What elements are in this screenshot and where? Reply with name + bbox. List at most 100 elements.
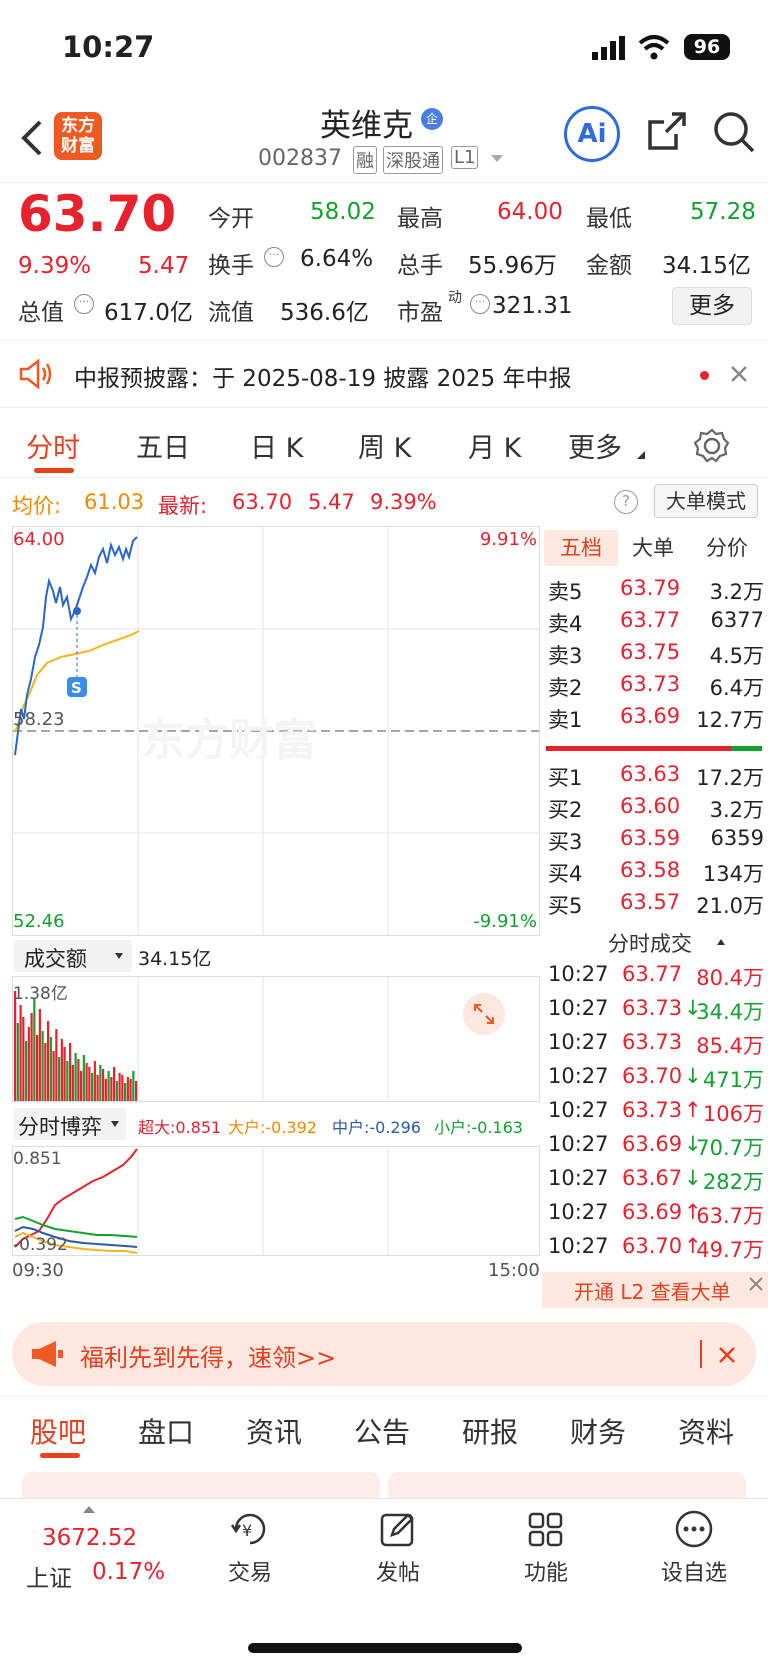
- large-flow: 大户:-0.392: [228, 1118, 317, 1137]
- megaphone-icon: [32, 1341, 63, 1367]
- volume-bar: [91, 1073, 94, 1101]
- tab-financials[interactable]: 财务: [570, 1416, 627, 1449]
- promo-banner[interactable]: 福利先到先得，速领>>: [12, 1322, 756, 1386]
- volume-bar: [88, 1067, 91, 1101]
- caret-icon: [637, 451, 645, 459]
- volume-bar: [110, 1077, 113, 1101]
- tab-news[interactable]: 资讯: [246, 1416, 303, 1449]
- ask-row-2: 卖2 63.73 6.4万: [548, 672, 764, 700]
- l2-upgrade-text: 开通 L2 查看大单: [574, 1280, 731, 1304]
- ob-tab-big[interactable]: 大单: [632, 536, 674, 560]
- help-icon[interactable]: ?: [614, 490, 638, 514]
- volume-panel: 成交额 34.15亿 1.38亿: [12, 938, 540, 1108]
- caret-up-icon: [717, 939, 725, 945]
- avg-label: 均价:: [12, 494, 62, 518]
- tick-trades-title[interactable]: 分时成交: [608, 932, 692, 956]
- volume-bar: [107, 1071, 110, 1101]
- promo-divider: [700, 1340, 702, 1368]
- tab-research[interactable]: 研报: [462, 1416, 519, 1449]
- ob-tab-five[interactable]: 五档: [544, 530, 618, 566]
- content-tabs: 股吧 盘口 资讯 公告 研报 财务 资料: [0, 1396, 768, 1466]
- trade-icon: ¥: [230, 1513, 266, 1545]
- tab-five-day[interactable]: 五日: [136, 433, 190, 464]
- volume-bar: [19, 1005, 22, 1101]
- volume-bar: [38, 1009, 41, 1101]
- ai-button[interactable]: Ai: [564, 106, 620, 162]
- share-icon[interactable]: [646, 110, 688, 152]
- game-bottom-label: -0.392: [13, 1235, 68, 1255]
- index-value[interactable]: 3672.52: [42, 1525, 138, 1551]
- volume-bar: [60, 1039, 63, 1101]
- volume-bar: [71, 1065, 74, 1101]
- ob-tab-price[interactable]: 分价: [706, 536, 748, 560]
- caret-up-icon: [83, 1506, 95, 1513]
- notice-text: 中报预披露：于 2025-08-19 披露 2025 年中报: [74, 366, 572, 392]
- volume-bar: [33, 999, 36, 1101]
- chart-period-tabs: 分时 五日 日 K 周 K 月 K 更多: [0, 412, 768, 478]
- close-icon[interactable]: [718, 1346, 736, 1364]
- notice-dot: [700, 371, 709, 380]
- tab-market-depth[interactable]: 盘口: [138, 1416, 195, 1449]
- close-icon[interactable]: [748, 1276, 764, 1292]
- active-tab-indicator: [34, 468, 74, 473]
- tab-weekly[interactable]: 周 K: [358, 433, 412, 464]
- float-label: 流值: [208, 300, 254, 326]
- nav-add-watchlist[interactable]: 设自选: [634, 1509, 754, 1587]
- search-icon[interactable]: [712, 110, 756, 154]
- tab-daily[interactable]: 日 K: [250, 433, 304, 464]
- content-preview: [388, 1472, 746, 1498]
- more-button[interactable]: 更多: [672, 287, 752, 325]
- signal-icon: [592, 36, 625, 60]
- back-icon[interactable]: [18, 118, 44, 158]
- nav-trade-label: 交易: [227, 1561, 272, 1586]
- trade-row: 10:27 63.73 ↓ 34.4万: [548, 996, 764, 1024]
- trade-row: 10:27 63.70 ↓ 471万: [548, 1064, 764, 1092]
- nav-post[interactable]: 发帖: [338, 1509, 458, 1587]
- tab-monthly[interactable]: 月 K: [468, 433, 522, 464]
- home-indicator: [248, 1643, 522, 1653]
- capital-flow-chart: [14, 1147, 389, 1255]
- stock-header: 东方 财富 英维克 企 002837 融 深股通 L1 Ai: [0, 98, 768, 180]
- sell-marker-icon[interactable]: [67, 677, 87, 697]
- tab-intraday[interactable]: 分时: [26, 433, 80, 464]
- dropdown-icon[interactable]: [490, 154, 504, 164]
- average-price-line: [14, 630, 140, 733]
- y-bottom-pct: -9.91%: [473, 911, 537, 932]
- turnover-info-icon[interactable]: ···: [264, 247, 284, 267]
- nav-functions[interactable]: 功能: [486, 1509, 606, 1587]
- active-tab-indicator: [40, 1453, 80, 1458]
- nav-trade[interactable]: ¥ 交易: [190, 1509, 310, 1587]
- close-icon[interactable]: [730, 365, 748, 383]
- pe-sup: 动: [448, 290, 462, 306]
- mktcap-info-icon[interactable]: ···: [74, 294, 94, 314]
- volume-total: 34.15亿: [138, 948, 212, 970]
- quote-panel: 63.70 9.39% 5.47 今开 58.02 最高 64.00 最低 57…: [0, 182, 768, 326]
- volume-value: 55.96万: [468, 253, 557, 279]
- volume-bar: [27, 1027, 30, 1101]
- volume-bar: [25, 1041, 28, 1101]
- big-order-mode-button[interactable]: 大单模式: [654, 484, 758, 518]
- pe-info-icon[interactable]: ···: [470, 294, 490, 314]
- volume-bar: [44, 1043, 47, 1101]
- enterprise-badge: 企: [421, 108, 443, 130]
- expand-button[interactable]: [463, 993, 505, 1035]
- tab-announcements[interactable]: 公告: [354, 1416, 411, 1449]
- intraday-info-line: 均价: 61.03 最新: 63.70 5.47 9.39% ? 大单模式: [0, 482, 768, 522]
- tab-profile[interactable]: 资料: [678, 1416, 735, 1449]
- status-bar: 10:27 96: [0, 0, 768, 98]
- tab-forum[interactable]: 股吧: [30, 1416, 87, 1449]
- game-selector[interactable]: 分时博弈: [14, 1108, 126, 1140]
- index-pct: 0.17%: [92, 1559, 166, 1585]
- intraday-chart[interactable]: 东方财富 S 64.00 58.23 52.46 9.91% -9.91%: [12, 526, 540, 936]
- l2-upgrade-banner[interactable]: 开通 L2 查看大单: [542, 1272, 768, 1308]
- volume-bar: [129, 1079, 132, 1101]
- notice-bar[interactable]: 中报预披露：于 2025-08-19 披露 2025 年中报: [0, 340, 768, 408]
- mktcap-value: 617.0亿: [104, 300, 193, 326]
- volume-bar: [47, 1021, 50, 1101]
- volume-bar: [63, 1047, 66, 1101]
- volume-selector[interactable]: 成交额: [14, 940, 132, 972]
- settings-icon[interactable]: [694, 428, 730, 464]
- bid-row-5: 买5 63.57 21.0万: [548, 890, 764, 918]
- tab-more[interactable]: 更多: [568, 433, 622, 464]
- turnover-label: 换手: [208, 253, 254, 279]
